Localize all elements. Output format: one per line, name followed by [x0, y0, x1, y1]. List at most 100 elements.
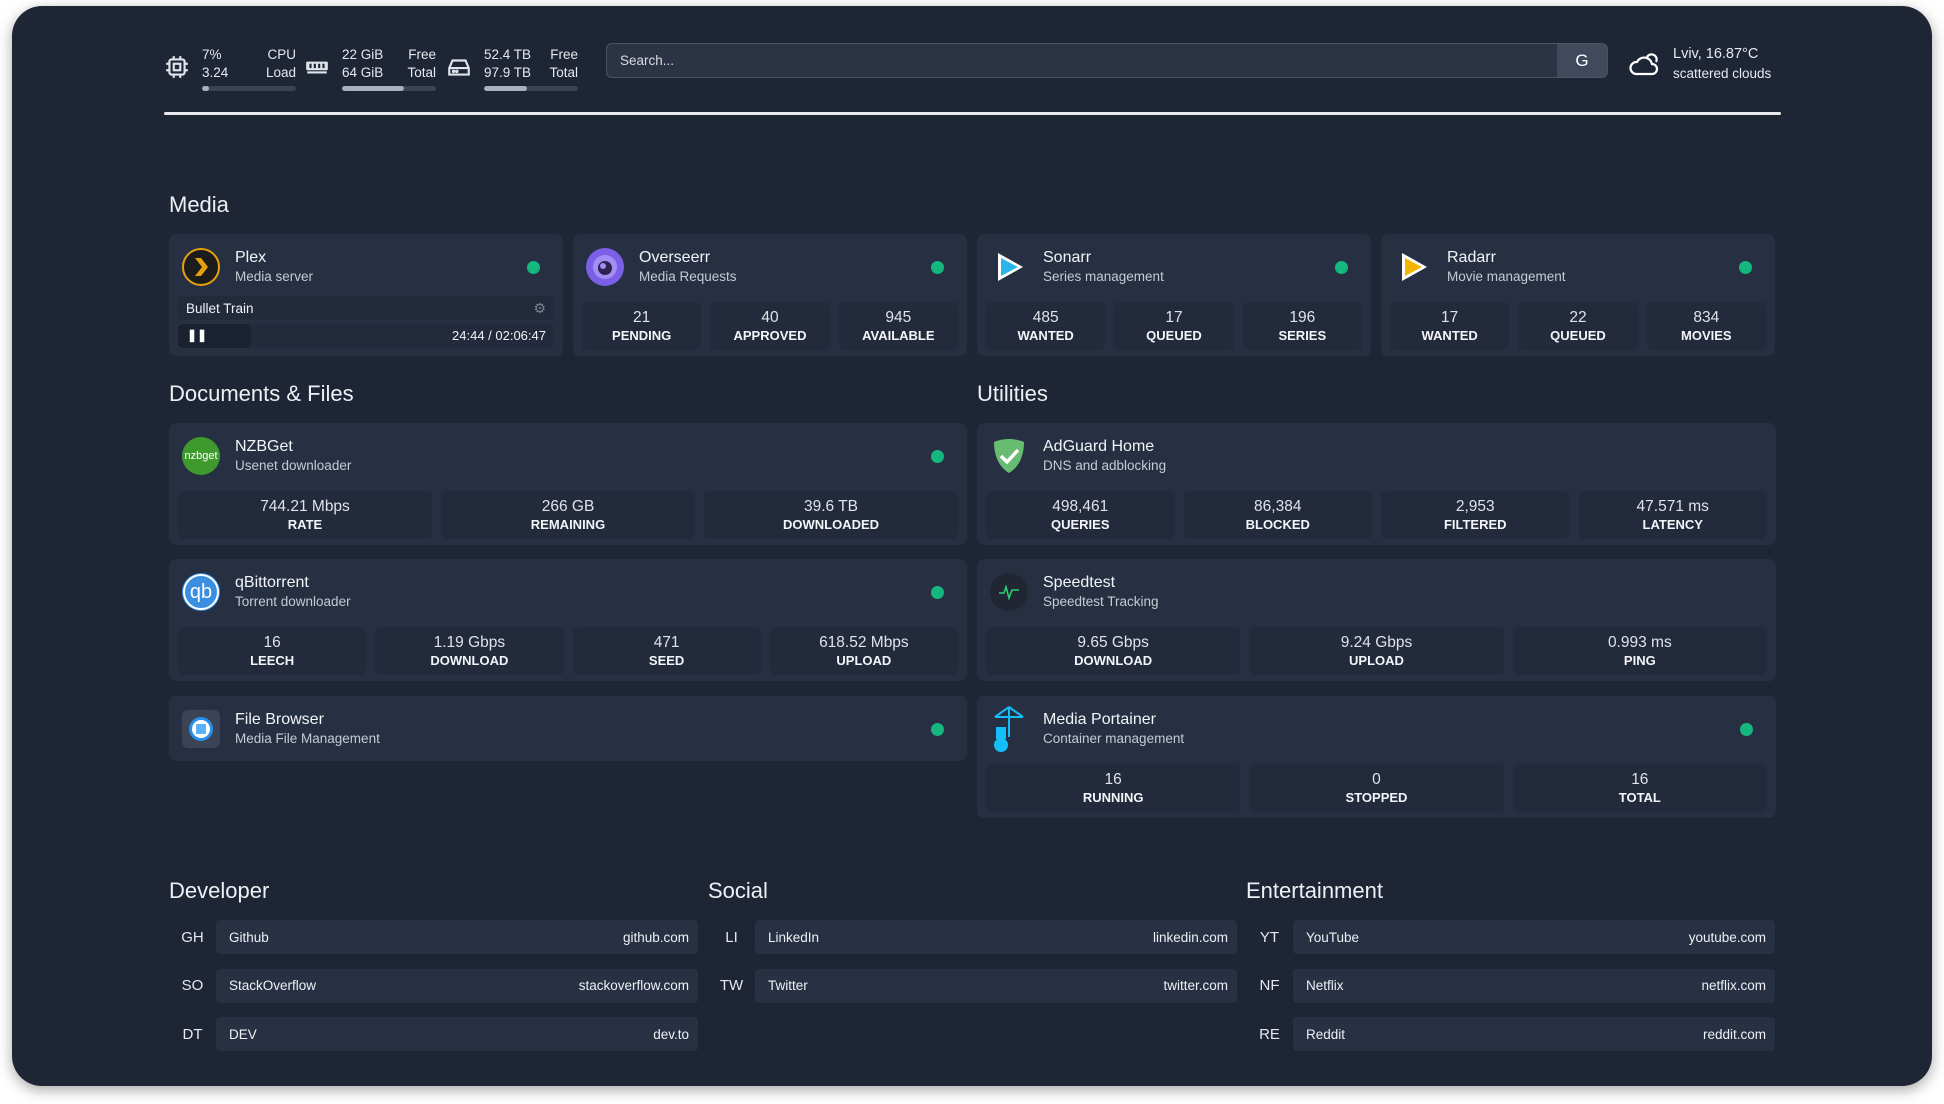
- card-subtitle: Container management: [1043, 731, 1185, 746]
- bookmark-abbr: NF: [1259, 977, 1280, 994]
- filebrowser-icon: [182, 710, 220, 748]
- settings-icon[interactable]: ⚙: [533, 299, 546, 316]
- speedtest-icon: [990, 573, 1028, 611]
- bookmark-dev[interactable]: DT DEV dev.to: [169, 1017, 698, 1051]
- stats-row: 16 LEECH 1.19 Gbps DOWNLOAD 471 SEED 618.52 Mb…: [178, 627, 958, 675]
- stat-label: PING: [1623, 653, 1656, 668]
- playback-progress[interactable]: ❚❚ 24:44 / 02:06:47: [178, 324, 554, 348]
- stat-label: MOVIES: [1681, 328, 1732, 343]
- bookmark-abbr: LI: [725, 928, 738, 946]
- bookmark-url: stackoverflow.com: [578, 978, 689, 993]
- stat-value: 498,461: [1052, 498, 1109, 515]
- stat-label: APPROVED: [733, 328, 807, 343]
- bookmark-link[interactable]: Reddit reddit.com: [1293, 1017, 1775, 1051]
- bookmark-link[interactable]: Twitter twitter.com: [755, 968, 1237, 1003]
- bookmark-url: linkedin.com: [1152, 929, 1228, 945]
- bookmark-stackoverflow[interactable]: SO StackOverflow stackoverflow.com: [169, 968, 698, 1003]
- bookmark-twitter[interactable]: TW Twitter twitter.com: [708, 968, 1237, 1003]
- stat-value: 0.993 ms: [1607, 634, 1672, 651]
- service-card-radarr[interactable]: Radarr Movie management 17 WANTED 22 QUEUED 83…: [1381, 234, 1775, 356]
- service-card-qbittorrent[interactable]: qb qBittorrent Torrent downloader 16 LEECH 1.…: [169, 559, 967, 681]
- stat-block: 40 APPROVED: [710, 302, 830, 350]
- stat-value: 16: [1631, 771, 1649, 788]
- pause-icon[interactable]: ❚❚: [187, 328, 208, 342]
- section-title-social: Social: [708, 878, 768, 903]
- service-card-overseerr[interactable]: Overseerr Media Requests 21 PENDING 40 APPROV…: [573, 234, 967, 356]
- stat-value: 22: [1569, 309, 1587, 326]
- service-card-adguard[interactable]: AdGuard Home DNS and adblocking 498,461 QUE…: [977, 423, 1776, 545]
- disk-widget: 52.4 TB Free 97.9 TB Total: [446, 46, 578, 91]
- header-divider: [164, 112, 1781, 115]
- free-label: Free: [408, 47, 436, 62]
- bookmark-name: StackOverflow: [229, 978, 317, 993]
- card-subtitle: Torrent downloader: [235, 594, 351, 609]
- bookmark-link[interactable]: Netflix netflix.com: [1293, 968, 1775, 1003]
- stat-value: 47.571 ms: [1636, 498, 1709, 515]
- card-title: Media Portainer: [1043, 711, 1156, 728]
- stat-value: 834: [1693, 309, 1720, 326]
- bookmark-github[interactable]: GH Github github.com: [169, 920, 698, 954]
- section-title-documents: Documents & Files: [169, 381, 354, 406]
- stat-label: PENDING: [612, 328, 672, 343]
- stat-value: 2,953: [1455, 498, 1495, 515]
- service-card-portainer[interactable]: Media Portainer Container management 16 RUN…: [977, 696, 1776, 818]
- cpu-usage: 7%: [202, 47, 222, 62]
- dashboard-window: 7% CPU 3.24 Load 22 GiB Free 64 GiB Total 52…: [12, 6, 1932, 1086]
- bookmark-link[interactable]: DEV dev.to: [216, 1017, 698, 1051]
- card-subtitle: Usenet downloader: [235, 458, 352, 473]
- section-title-entertainment: Entertainment: [1246, 878, 1383, 903]
- disk-total: 97.9 TB: [484, 65, 532, 80]
- disk-icon: [448, 59, 470, 76]
- cpu-widget: 7% CPU 3.24 Load: [164, 46, 296, 91]
- stat-value: 17: [1441, 309, 1459, 326]
- qbittorrent-icon: qb: [182, 573, 220, 611]
- bookmark-netflix[interactable]: NF Netflix netflix.com: [1246, 968, 1775, 1003]
- stat-block: 17 WANTED: [1390, 302, 1510, 350]
- stat-block: 498,461 QUERIES: [986, 491, 1175, 539]
- stat-block: 196 SERIES: [1242, 302, 1362, 350]
- bookmark-name: DEV: [229, 1026, 257, 1042]
- stat-block: 39.6 TB DOWNLOADED: [704, 491, 958, 539]
- service-card-filebrowser[interactable]: File Browser Media File Management: [169, 696, 967, 761]
- bookmark-youtube[interactable]: YT YouTube youtube.com: [1246, 920, 1775, 954]
- stats-row: 744.21 Mbps RATE 266 GB REMAINING 39.6 TB DOW…: [178, 491, 958, 539]
- adguard-icon: [990, 437, 1028, 475]
- stat-label: STOPPED: [1345, 790, 1408, 805]
- bookmark-link[interactable]: StackOverflow stackoverflow.com: [216, 968, 698, 1003]
- bookmark-reddit[interactable]: RE Reddit reddit.com: [1246, 1017, 1775, 1051]
- bookmark-name: Github: [229, 929, 269, 945]
- stat-label: WANTED: [1017, 328, 1074, 343]
- service-card-speedtest[interactable]: Speedtest Speedtest Tracking 9.65 Gbps DOWN…: [977, 559, 1776, 681]
- service-card-plex[interactable]: Plex Media server Bullet Train ⚙ ❚❚ 24:44…: [169, 234, 563, 356]
- memory-total: 64 GiB: [342, 65, 384, 80]
- bookmark-link[interactable]: Github github.com: [216, 920, 698, 954]
- stats-row: 498,461 QUERIES 86,384 BLOCKED 2,953 FILTERED…: [986, 491, 1767, 539]
- service-card-sonarr[interactable]: Sonarr Series management 485 WANTED 17 QUEUED…: [977, 234, 1371, 356]
- google-search-button[interactable]: G: [1557, 44, 1607, 77]
- weather-location-temp: Lviv, 16.87°C: [1673, 46, 1759, 62]
- stat-value: 266 GB: [541, 498, 595, 515]
- bookmark-linkedin[interactable]: LI LinkedIn linkedin.com: [708, 920, 1237, 954]
- stats-row: 21 PENDING 40 APPROVED 945 AVAILABLE: [582, 302, 958, 350]
- card-title: NZBGet: [235, 438, 293, 455]
- bookmark-link[interactable]: LinkedIn linkedin.com: [755, 920, 1237, 954]
- load-label: Load: [265, 65, 296, 80]
- disk-free: 52.4 TB: [484, 47, 532, 62]
- nzbget-icon: nzbget: [182, 437, 220, 475]
- stat-block: 16 TOTAL: [1512, 764, 1767, 812]
- stat-value: 0: [1372, 771, 1381, 788]
- stat-label: WANTED: [1421, 328, 1478, 343]
- stat-value: 21: [633, 309, 651, 326]
- service-card-nzbget[interactable]: nzbget NZBGet Usenet downloader 744.21 Mbps…: [169, 423, 967, 545]
- stat-label: LATENCY: [1642, 517, 1703, 532]
- bookmark-link[interactable]: YouTube youtube.com: [1293, 920, 1775, 954]
- stat-label: QUERIES: [1050, 517, 1110, 532]
- memory-widget: 22 GiB Free 64 GiB Total: [304, 46, 436, 91]
- bookmark-name: LinkedIn: [768, 929, 820, 945]
- stats-row: 16 RUNNING 0 STOPPED 16 TOTAL: [986, 764, 1767, 812]
- stat-block: 0.993 ms PING: [1512, 627, 1767, 675]
- search-input[interactable]: [607, 44, 1557, 77]
- stat-block: 0 STOPPED: [1249, 764, 1504, 812]
- now-playing-title: Bullet Train: [186, 300, 254, 316]
- card-subtitle: Speedtest Tracking: [1043, 594, 1159, 609]
